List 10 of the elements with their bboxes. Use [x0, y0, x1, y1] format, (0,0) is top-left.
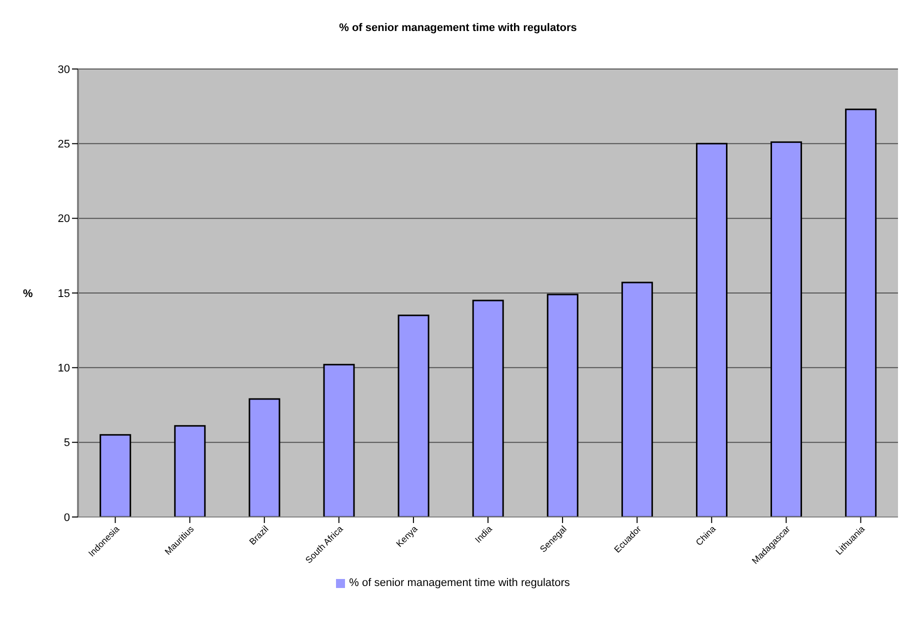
y-tick-label: 15	[58, 288, 70, 300]
y-axis-title: %	[23, 288, 33, 300]
y-tick-label: 10	[58, 362, 70, 375]
chart-title: % of senior management time with regulators	[338, 22, 578, 34]
legend-label: % of senior management time with regulators	[349, 577, 570, 589]
y-tick-label: 0	[64, 512, 70, 524]
y-tick-label: 25	[58, 138, 70, 151]
y-tick-label: 30	[58, 64, 70, 76]
y-tick-label: 20	[58, 213, 70, 226]
y-tick-label: 5	[64, 437, 70, 450]
